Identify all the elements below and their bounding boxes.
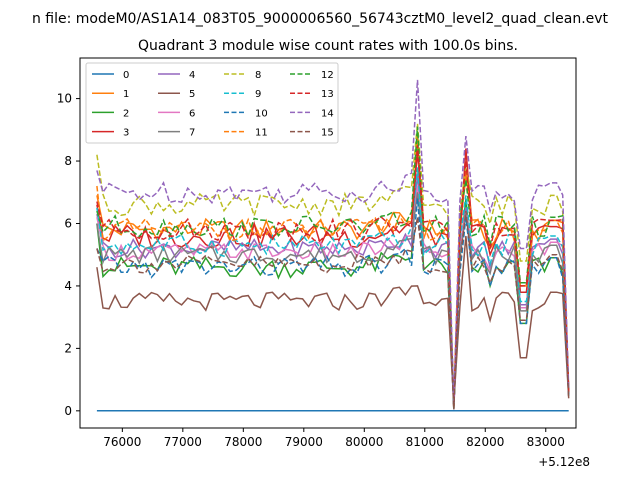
legend-label: 9 [255,89,261,100]
y-tick-label: 4 [64,279,72,293]
legend-label: 8 [255,70,261,81]
series-line-2 [96,132,570,404]
y-tick-label: 0 [64,404,72,418]
series-line-10 [96,198,570,407]
series-layer [96,79,570,412]
chart-title: Quadrant 3 module wise count rates with … [138,38,518,54]
series-line-13 [96,145,570,407]
legend-label: 1 [123,89,129,100]
legend-label: 14 [321,108,334,119]
series-line-4 [96,173,570,407]
legend-box [85,62,339,144]
legend-label: 7 [189,128,195,139]
legend-label: 13 [321,89,334,100]
series-line-3 [96,148,570,410]
x-tick-label: 76000 [103,435,141,449]
x-offset-label: +5.12e8 [538,455,590,469]
series-line-11 [96,136,570,404]
legend-label: 11 [255,128,268,139]
legend-label: 6 [189,108,195,119]
legend-label: 0 [123,70,129,81]
series-line-9 [96,167,570,410]
y-tick-label: 8 [64,154,72,168]
series-line-8 [96,123,570,404]
legend-label: 5 [189,89,195,100]
series-line-1 [96,142,570,407]
x-tick-label: 81000 [406,435,444,449]
x-tick-label: 82000 [466,435,504,449]
legend-label: 15 [321,128,334,139]
x-tick-label: 79000 [285,435,323,449]
y-tick-label: 6 [64,216,72,230]
series-line-7 [96,192,570,407]
x-axis: 76000 77000 78000 79000 80000 81000 82000 83000 [103,428,565,449]
series-line-15 [96,210,570,410]
legend-label: 3 [123,128,129,139]
series-line-5 [96,235,570,404]
plot-area [79,57,577,429]
x-tick-label: 83000 [527,435,565,449]
legend-label: 4 [189,70,195,81]
legend-label: 10 [255,108,268,119]
y-axis: 0 2 4 6 8 10 [57,92,80,418]
figure-suptitle: n file: modeM0/AS1A14_083T05_9000006560_… [32,11,609,27]
x-tick-label: 77000 [164,435,202,449]
series-line-14 [96,79,570,404]
x-tick-label: 78000 [224,435,262,449]
y-tick-label: 10 [57,92,72,106]
x-tick-label: 80000 [345,435,383,449]
legend-label: 2 [123,108,129,119]
y-tick-label: 2 [64,341,72,355]
legend-label: 12 [321,70,334,81]
plot-frame [79,57,577,429]
